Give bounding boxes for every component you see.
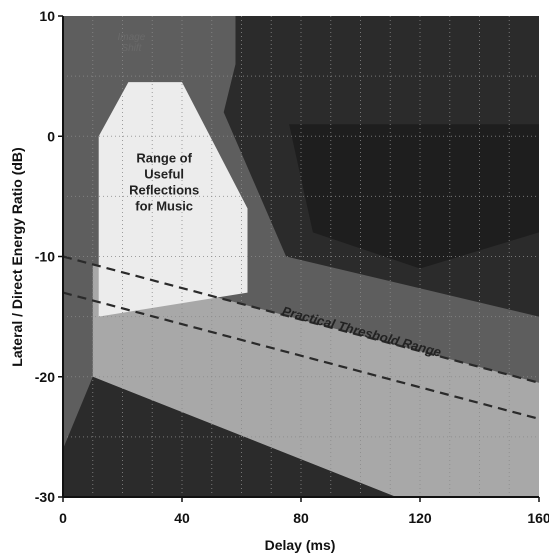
y-tick-label: 10 <box>39 8 55 24</box>
image-shift-label: Shift <box>121 43 142 54</box>
x-tick-label: 40 <box>174 510 190 526</box>
x-tick-label: 160 <box>527 510 549 526</box>
inaudible-region <box>63 376 397 497</box>
y-tick-label: -10 <box>35 249 55 265</box>
useful-reflections-label: for Music <box>135 199 193 214</box>
grid <box>63 16 539 497</box>
x-tick-label: 80 <box>293 510 309 526</box>
threshold-lines <box>62 255 540 420</box>
useful-reflections-label: Range of <box>136 151 192 166</box>
axes: 0 40 80 120 160 10 0 -10 -20 -30 <box>35 8 549 526</box>
x-tick-label: 0 <box>59 510 67 526</box>
image-shift-core <box>289 124 539 269</box>
image-shift-label: Image <box>118 32 146 43</box>
x-axis-title: Delay (ms) <box>265 537 336 553</box>
y-tick-label: 0 <box>47 128 55 144</box>
useful-reflections-label: Useful <box>144 167 184 182</box>
threshold-band <box>92 264 540 497</box>
y-axis-title: Lateral / Direct Energy Ratio (dB) <box>9 147 25 366</box>
useful-reflections-region <box>98 82 248 317</box>
y-tick-label: -20 <box>35 369 55 385</box>
useful-reflections-label: Reflections <box>129 183 199 198</box>
threshold-upper-line <box>62 255 540 384</box>
y-tick-label: -30 <box>35 489 55 505</box>
threshold-lower-line <box>62 291 540 420</box>
x-tick-label: 120 <box>408 510 432 526</box>
